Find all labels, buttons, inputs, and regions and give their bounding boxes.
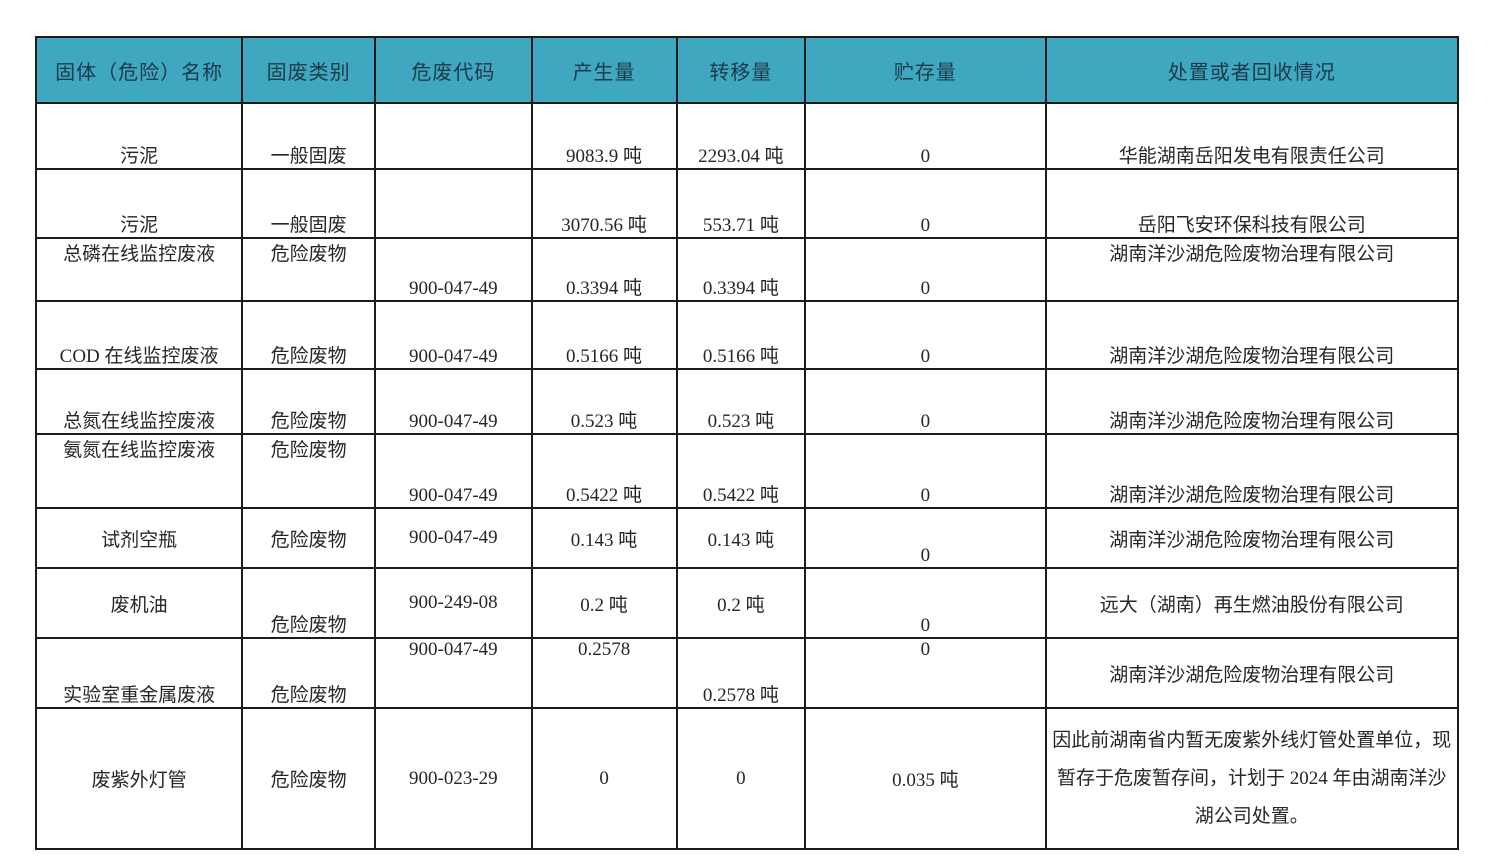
table-cell: 0.2 吨 [530,567,678,639]
table-cell: 0.5166 吨 [530,300,678,370]
table-cell: 总磷在线监控废液 [34,237,244,302]
table-cell: 湖南洋沙湖危险废物治理有限公司 [1044,237,1460,302]
table-cell: 一般固废 [241,102,377,170]
table-cell: 0 [804,637,1047,709]
table-cell: 900-047-49 [374,300,533,370]
table-cell: 3070.56 吨 [530,168,678,239]
table-cell: 氨氮在线监控废液 [34,433,244,509]
table-cell: 总氮在线监控废液 [34,368,244,435]
table-cell: 湖南洋沙湖危险废物治理有限公司 [1044,507,1460,569]
table-cell: 0.2 吨 [675,567,807,639]
table-cell: 900-047-49 [374,237,533,302]
table-cell: 危险废物 [241,300,377,370]
table-cell: 0 [804,300,1047,370]
table-cell: 0 [675,707,807,850]
table-cell: 危险废物 [241,707,377,850]
table-body: 污泥 一般固废 9083.9 吨 2293.04 吨 0 华能湖南岳阳发电有限责任公司 污泥… [34,102,1460,850]
table-cell: 试剂空瓶 [34,507,244,569]
table-cell: 湖南洋沙湖危险废物治理有限公司 [1044,368,1460,435]
table-cell: 0.523 吨 [530,368,678,435]
table-cell [374,102,533,170]
table-cell: 华能湖南岳阳发电有限责任公司 [1044,102,1460,170]
table-cell: 一般固废 [241,168,377,239]
table-cell: 0.2578 吨 [675,637,807,709]
table-cell: 实验室重金属废液 [34,637,244,709]
table-cell: 0.143 吨 [675,507,807,569]
table-cell: 0 [804,237,1047,302]
table-cell: 0 [804,433,1047,509]
table-cell: 危险废物 [241,507,377,569]
table-cell: COD 在线监控废液 [34,300,244,370]
table-cell: 0 [804,102,1047,170]
column-header-waste-code: 危废代码 [374,36,533,104]
table-cell: 危险废物 [241,433,377,509]
table-cell: 2293.04 吨 [675,102,807,170]
table-header: 固体（危险）名称 固废类别 危废代码 产生量 转移量 贮存量 处置或者回收情况 [34,36,1460,104]
table-cell: 危险废物 [241,637,377,709]
table-cell: 900-047-49 [374,368,533,435]
table-cell: 900-047-49 [374,637,533,709]
table-row: 总氮在线监控废液 危险废物 900-047-49 0.523 吨 0.523 吨 0 湖南洋… [34,368,1460,435]
column-header-stored-amount: 贮存量 [804,36,1047,104]
table-cell: 900-023-29 [374,707,533,850]
column-header-waste-name: 固体（危险）名称 [34,36,244,104]
column-header-waste-category: 固废类别 [241,36,377,104]
table-cell: 9083.9 吨 [530,102,678,170]
table-cell: 废机油 [34,567,244,639]
table-cell: 900-249-08 [374,567,533,639]
column-header-transferred-amount: 转移量 [675,36,807,104]
table-row: 试剂空瓶 危险废物 900-047-49 0.143 吨 0.143 吨 0 湖南洋沙湖危险… [34,507,1460,569]
table-cell: 900-047-49 [374,433,533,509]
table-row: 污泥 一般固废 9083.9 吨 2293.04 吨 0 华能湖南岳阳发电有限责任公司 [34,102,1460,170]
table-cell: 0.2578 [530,637,678,709]
table-row: COD 在线监控废液 危险废物 900-047-49 0.5166 吨 0.5166 吨… [34,300,1460,370]
table-cell: 0.035 吨 [804,707,1047,850]
table-cell: 因此前湖南省内暂无废紫外线灯管处置单位，现暂存于危废暂存间，计划于 2024 年… [1044,707,1460,850]
table-cell: 0.143 吨 [530,507,678,569]
table-cell: 污泥 [34,168,244,239]
table-row: 废紫外灯管 危险废物 900-023-29 0 0 0.035 吨因此前湖南省内暂无废紫外… [34,707,1460,850]
table-cell: 0 [804,567,1047,639]
table-cell: 900-047-49 [374,507,533,569]
header-row: 固体（危险）名称 固废类别 危废代码 产生量 转移量 贮存量 处置或者回收情况 [34,36,1460,104]
table-cell: 0 [804,168,1047,239]
table-cell: 湖南洋沙湖危险废物治理有限公司 [1044,637,1460,709]
table-cell: 0.5422 吨 [675,433,807,509]
column-header-disposal-recovery: 处置或者回收情况 [1044,36,1460,104]
table-cell: 危险废物 [241,567,377,639]
table-cell: 0 [804,368,1047,435]
table-cell: 0.3394 吨 [530,237,678,302]
table-cell: 553.71 吨 [675,168,807,239]
table-cell: 危险废物 [241,237,377,302]
table-cell: 远大（湖南）再生燃油股份有限公司 [1044,567,1460,639]
table-cell: 0.523 吨 [675,368,807,435]
table-cell [374,168,533,239]
table-row: 实验室重金属废液 危险废物 900-047-49 0.2578 0.2578 吨 0 湖南洋… [34,637,1460,709]
table-cell: 0.3394 吨 [675,237,807,302]
table-row: 污泥 一般固废 3070.56 吨 553.71 吨 0 岳阳飞安环保科技有限公司 [34,168,1460,239]
table-row: 废机油 危险废物 900-249-08 0.2 吨 0.2 吨 0 远大（湖南）再生燃油股份… [34,567,1460,639]
table-cell: 0 [530,707,678,850]
table-cell: 0.5166 吨 [675,300,807,370]
table-cell: 危险废物 [241,368,377,435]
table-cell: 废紫外灯管 [34,707,244,850]
table-cell: 岳阳飞安环保科技有限公司 [1044,168,1460,239]
table-cell: 污泥 [34,102,244,170]
column-header-generated-amount: 产生量 [530,36,678,104]
table-cell: 湖南洋沙湖危险废物治理有限公司 [1044,300,1460,370]
hazardous-waste-table: 固体（危险）名称 固废类别 危废代码 产生量 转移量 贮存量 处置或者回收情况 … [34,36,1460,850]
table-cell: 0 [804,507,1047,569]
table-cell: 0.5422 吨 [530,433,678,509]
table-cell: 湖南洋沙湖危险废物治理有限公司 [1044,433,1460,509]
